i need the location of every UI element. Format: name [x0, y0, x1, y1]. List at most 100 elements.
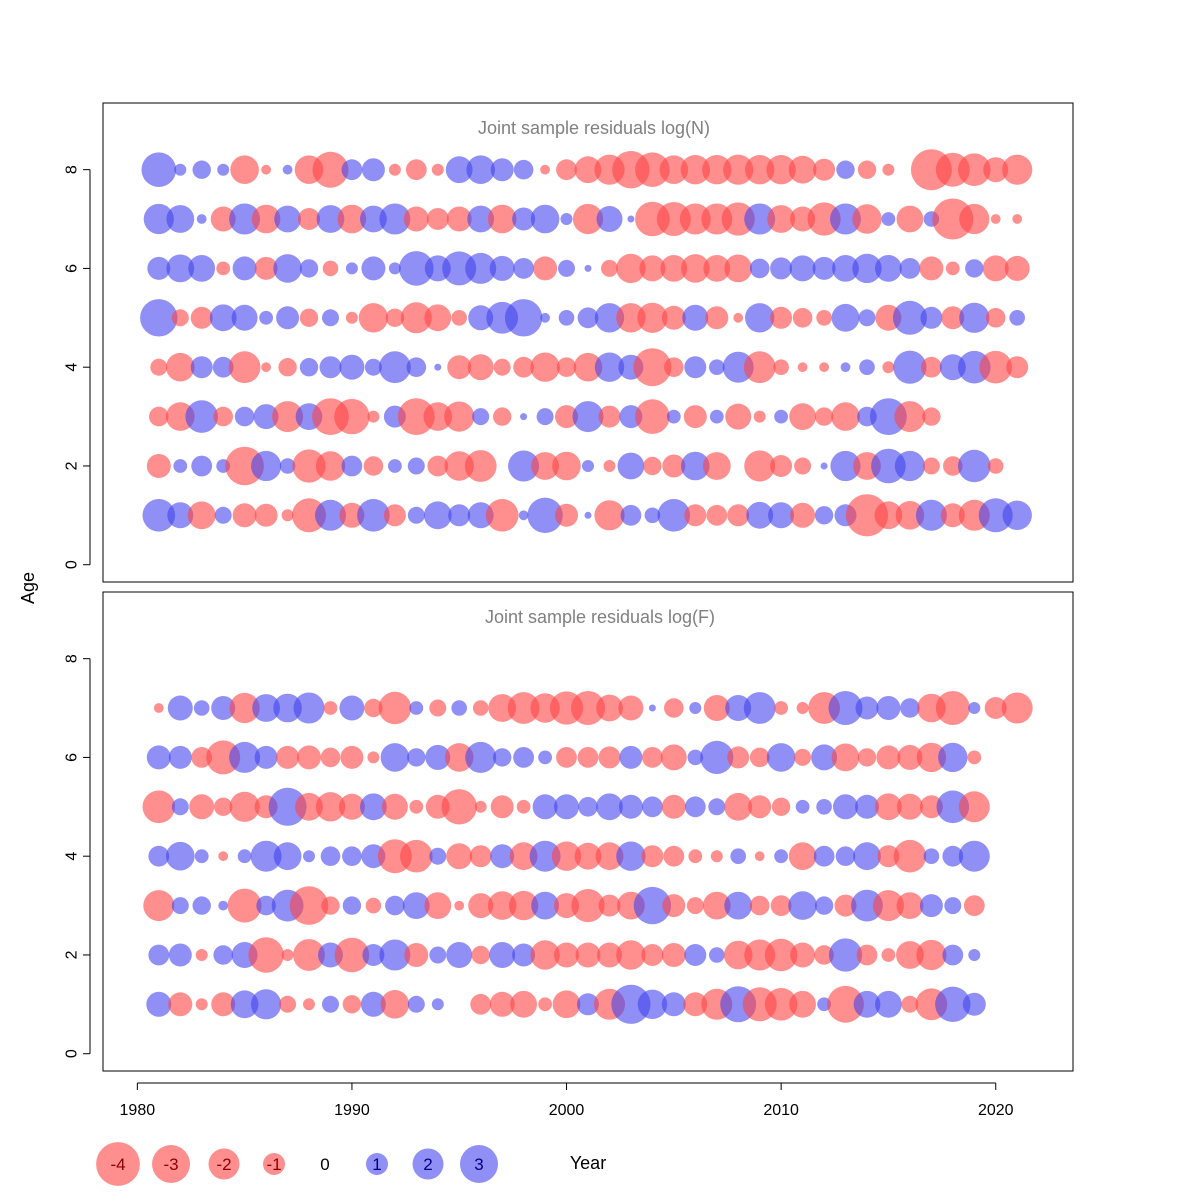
- residual-bubble: [538, 997, 552, 1012]
- residual-bubble: [510, 990, 537, 1018]
- residual-bubble: [513, 258, 534, 279]
- residual-bubble: [920, 306, 943, 329]
- residual-bubble: [281, 949, 294, 961]
- residual-bubble: [923, 848, 940, 864]
- residual-bubble: [424, 892, 452, 919]
- residual-bubble: [774, 701, 788, 715]
- residual-bubble: [261, 362, 271, 373]
- residual-bubble: [339, 502, 365, 528]
- residual-bubble: [253, 404, 279, 430]
- residual-bubble: [472, 408, 490, 426]
- residual-bubble: [987, 458, 1004, 474]
- residual-bubble: [361, 256, 386, 281]
- residual-bubble: [380, 743, 410, 772]
- residual-bubble: [407, 748, 426, 767]
- residual-bubble: [894, 401, 926, 433]
- residual-bubble: [643, 456, 662, 476]
- residual-bubble: [641, 944, 664, 966]
- residual-bubble: [574, 156, 602, 184]
- residual-bubble: [211, 696, 236, 720]
- residual-bubble: [584, 511, 592, 519]
- residual-bubble: [901, 995, 919, 1013]
- residual-bubble: [192, 896, 211, 915]
- residual-bubble: [874, 501, 903, 530]
- residual-bubble: [852, 253, 882, 284]
- residual-bubble: [595, 842, 624, 871]
- residual-bubble: [320, 747, 341, 768]
- residual-bubble: [191, 455, 213, 477]
- residual-bubble: [594, 303, 625, 333]
- residual-bubble: [958, 840, 990, 872]
- residual-bubble: [248, 937, 284, 973]
- residual-bubble: [322, 309, 339, 327]
- residual-bubble: [637, 989, 668, 1019]
- residual-bubble: [596, 793, 623, 821]
- legend-label: -2: [216, 1155, 231, 1174]
- residual-bubble: [229, 741, 261, 773]
- residual-bubble: [465, 252, 497, 284]
- residual-bubble: [828, 938, 863, 972]
- residual-bubble: [252, 694, 280, 722]
- residual-bubble: [820, 462, 828, 470]
- residual-bubble: [662, 454, 686, 478]
- residual-bubble: [725, 403, 752, 430]
- residual-bubble: [723, 154, 754, 185]
- residual-bubble: [429, 699, 447, 717]
- residual-bubble: [916, 742, 947, 773]
- residual-bubble: [470, 993, 492, 1015]
- residual-bubble: [816, 799, 832, 815]
- residual-bubble: [919, 894, 943, 918]
- residual-bubble: [174, 163, 187, 176]
- residual-bubble: [166, 841, 195, 871]
- residual-bubble: [596, 694, 623, 722]
- residual-bubble: [364, 358, 382, 376]
- residual-bubble: [618, 794, 643, 819]
- residual-bubble: [942, 944, 964, 966]
- residual-bubble: [365, 897, 382, 914]
- residual-bubble: [218, 851, 229, 862]
- residual-bubble: [451, 700, 468, 716]
- panel-f-bubbles: [142, 691, 1033, 1024]
- residual-bubble: [431, 998, 444, 1011]
- residual-bubble: [702, 891, 731, 920]
- residual-bubble: [768, 502, 795, 529]
- residual-bubble: [538, 750, 552, 765]
- residual-bubble: [637, 302, 668, 333]
- residual-bubble: [682, 304, 709, 331]
- residual-bubble: [814, 896, 834, 915]
- residual-bubble: [831, 303, 860, 332]
- legend-bubble: [366, 1153, 388, 1175]
- residual-bubble: [555, 405, 578, 429]
- y-tick-label: 8: [64, 165, 81, 174]
- residual-bubble: [582, 460, 594, 472]
- residual-bubble: [213, 945, 233, 965]
- residual-bubble: [509, 842, 538, 871]
- residual-bubble: [641, 845, 664, 868]
- residual-bubble: [684, 356, 707, 379]
- residual-bubble: [943, 456, 963, 476]
- residual-bubble: [794, 457, 812, 475]
- residual-bubble: [635, 399, 670, 434]
- legend-bubble: [460, 1145, 498, 1183]
- residual-bubble: [598, 894, 621, 917]
- residual-bubble: [639, 255, 666, 282]
- residual-bubble: [319, 356, 342, 379]
- residual-bubble: [721, 202, 755, 236]
- residual-bubble: [656, 202, 691, 236]
- residual-bubble: [727, 746, 750, 769]
- residual-bubble: [788, 891, 817, 920]
- residual-bubble: [705, 306, 729, 330]
- residual-bubble: [1002, 500, 1032, 530]
- residual-bubble: [337, 204, 367, 234]
- residual-bubble: [831, 743, 860, 772]
- residual-bubble: [684, 796, 706, 818]
- residual-bubble: [789, 255, 816, 282]
- legend-label: 3: [474, 1155, 483, 1174]
- residual-bubble: [536, 408, 554, 426]
- residual-bubble: [468, 893, 494, 919]
- residual-bubble: [508, 450, 540, 482]
- residual-bubble: [601, 259, 618, 277]
- residual-bubble: [598, 746, 621, 769]
- y-tick-label: 4: [64, 852, 81, 861]
